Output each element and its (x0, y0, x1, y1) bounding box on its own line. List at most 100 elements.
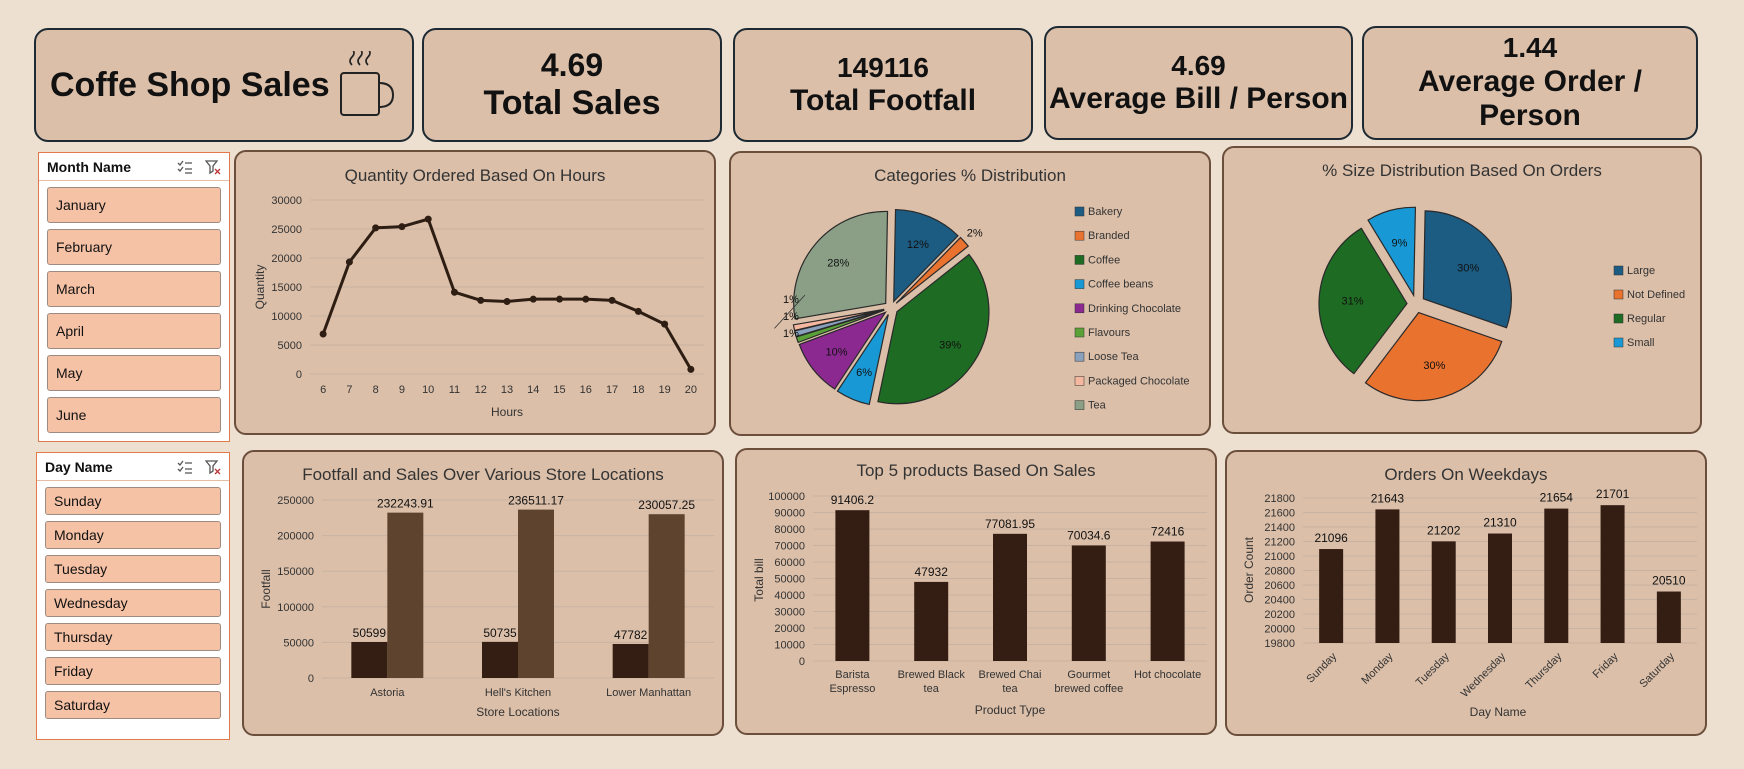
bar (1150, 541, 1185, 661)
pie-slice (895, 236, 970, 304)
month-item[interactable]: March (47, 271, 221, 307)
legend-entry: Bakery (1088, 206, 1123, 218)
y-tick-label: 21000 (1264, 551, 1295, 563)
y-tick-label: 10000 (271, 311, 302, 323)
x-tick-label: 6 (320, 384, 326, 396)
y-tick-label: 20200 (1264, 609, 1295, 621)
month-item[interactable]: April (47, 313, 221, 349)
y-axis-label: Total bill (752, 558, 766, 601)
pie-slice (1364, 311, 1503, 402)
day-item[interactable]: Thursday (45, 623, 221, 651)
x-tick-label: 16 (580, 384, 592, 396)
y-axis-label: Quantity (253, 265, 267, 310)
day-item[interactable]: Wednesday (45, 589, 221, 617)
day-item[interactable]: Monday (45, 521, 221, 549)
data-label: 72416 (1151, 525, 1185, 539)
clear-filter-icon[interactable] (205, 159, 221, 175)
x-tick-label: Thursday (1523, 650, 1564, 691)
data-point (661, 320, 669, 328)
series-line (321, 217, 693, 371)
day-item[interactable]: Tuesday (45, 555, 221, 583)
multi-select-icon[interactable] (177, 159, 193, 175)
slice-label: 30% (1423, 360, 1445, 372)
x-tick-label: 19 (658, 384, 670, 396)
chart-title: Top 5 products Based On Sales (856, 461, 1095, 480)
y-tick-label: 50000 (774, 574, 805, 586)
x-tick-label: Hell's Kitchen (485, 687, 551, 699)
legend-entry: Regular (1627, 313, 1666, 325)
x-tick-label: 7 (346, 384, 352, 396)
kpi-label: Total Footfall (789, 83, 977, 117)
weekday-orders-panel: Orders On Weekdays Day Name Order Count 198… (1225, 450, 1707, 736)
legend-swatch (1613, 313, 1624, 324)
hourly-quantity-chart: Quantity Ordered Based On Hours Hours Quan… (253, 166, 704, 419)
y-tick-label: 20600 (1264, 580, 1295, 592)
legend-swatch (1613, 337, 1624, 348)
legend-swatch (1074, 303, 1085, 314)
month-item[interactable]: June (47, 397, 221, 433)
data-label: 230057.25 (638, 498, 695, 512)
x-axis-label: Store Locations (476, 705, 559, 719)
slice-label: 1% (783, 311, 799, 323)
x-tick-label: Barista (835, 669, 870, 681)
kpi-total-sales: 4.69 Total Sales (422, 28, 722, 142)
x-tick-label: 15 (553, 384, 565, 396)
data-label: 70034.6 (1067, 528, 1111, 542)
data-label: 21096 (1314, 531, 1348, 545)
month-slicer: Month Name January February March April … (38, 152, 230, 442)
month-item[interactable]: February (47, 229, 221, 265)
chart-title: Quantity Ordered Based On Hours (345, 166, 606, 185)
month-item[interactable]: January (47, 187, 221, 223)
x-tick-label: Brewed Chai (979, 669, 1042, 681)
data-label: 21654 (1540, 491, 1574, 505)
kpi-label: Total Sales (483, 83, 661, 122)
data-label: 91406.2 (831, 493, 875, 507)
bar (993, 533, 1027, 661)
bar (1488, 533, 1512, 643)
x-tick-label: tea (1002, 683, 1018, 695)
legend-entry: Loose Tea (1088, 351, 1139, 363)
y-tick-label: 15000 (271, 282, 302, 294)
y-tick-label: 50000 (283, 637, 314, 649)
legend-entry: Packaged Chocolate (1088, 375, 1190, 387)
clear-filter-icon[interactable] (205, 459, 221, 475)
y-tick-label: 150000 (277, 566, 314, 578)
chart-title: Categories % Distribution (874, 166, 1066, 185)
month-item[interactable]: May (47, 355, 221, 391)
legend-entry: Flavours (1088, 327, 1131, 339)
dashboard-title-card: Coffe Shop Sales (34, 28, 414, 142)
x-tick-label: 9 (399, 384, 405, 396)
store-locations-panel: Footfall and Sales Over Various Store Lo… (242, 450, 724, 736)
x-tick-label: Sunday (1304, 650, 1339, 685)
y-tick-label: 100000 (277, 602, 314, 614)
slice-label: 6% (856, 367, 872, 379)
x-tick-label: 13 (501, 384, 513, 396)
data-label: 20510 (1652, 574, 1686, 588)
x-tick-label: 11 (449, 384, 460, 396)
data-label: 236511.17 (508, 494, 564, 508)
bar (518, 509, 554, 678)
bar (387, 512, 424, 678)
y-tick-label: 0 (296, 369, 302, 381)
multi-select-icon[interactable] (177, 459, 193, 475)
size-distribution-panel: % Size Distribution Based On Orders 30% 30… (1222, 146, 1702, 434)
x-tick-label: 8 (373, 384, 379, 396)
bar (835, 510, 870, 661)
day-item[interactable]: Saturday (45, 691, 221, 719)
legend-swatch (1613, 265, 1624, 276)
legend-swatch (1074, 351, 1085, 362)
y-tick-label: 20000 (271, 253, 302, 265)
legend-entry: Large (1627, 265, 1655, 277)
slice-label: 31% (1342, 296, 1364, 308)
day-item[interactable]: Sunday (45, 487, 221, 515)
data-point (503, 298, 511, 305)
bar (1431, 541, 1456, 643)
data-point (424, 215, 432, 223)
pie-slice (1422, 210, 1512, 329)
slice-label: 10% (826, 346, 848, 358)
weekday-orders-chart: Orders On Weekdays Day Name Order Count 198… (1242, 465, 1697, 719)
day-item[interactable]: Friday (45, 657, 221, 685)
pie-slice (893, 208, 959, 304)
data-point (345, 258, 353, 266)
data-point (450, 288, 458, 296)
